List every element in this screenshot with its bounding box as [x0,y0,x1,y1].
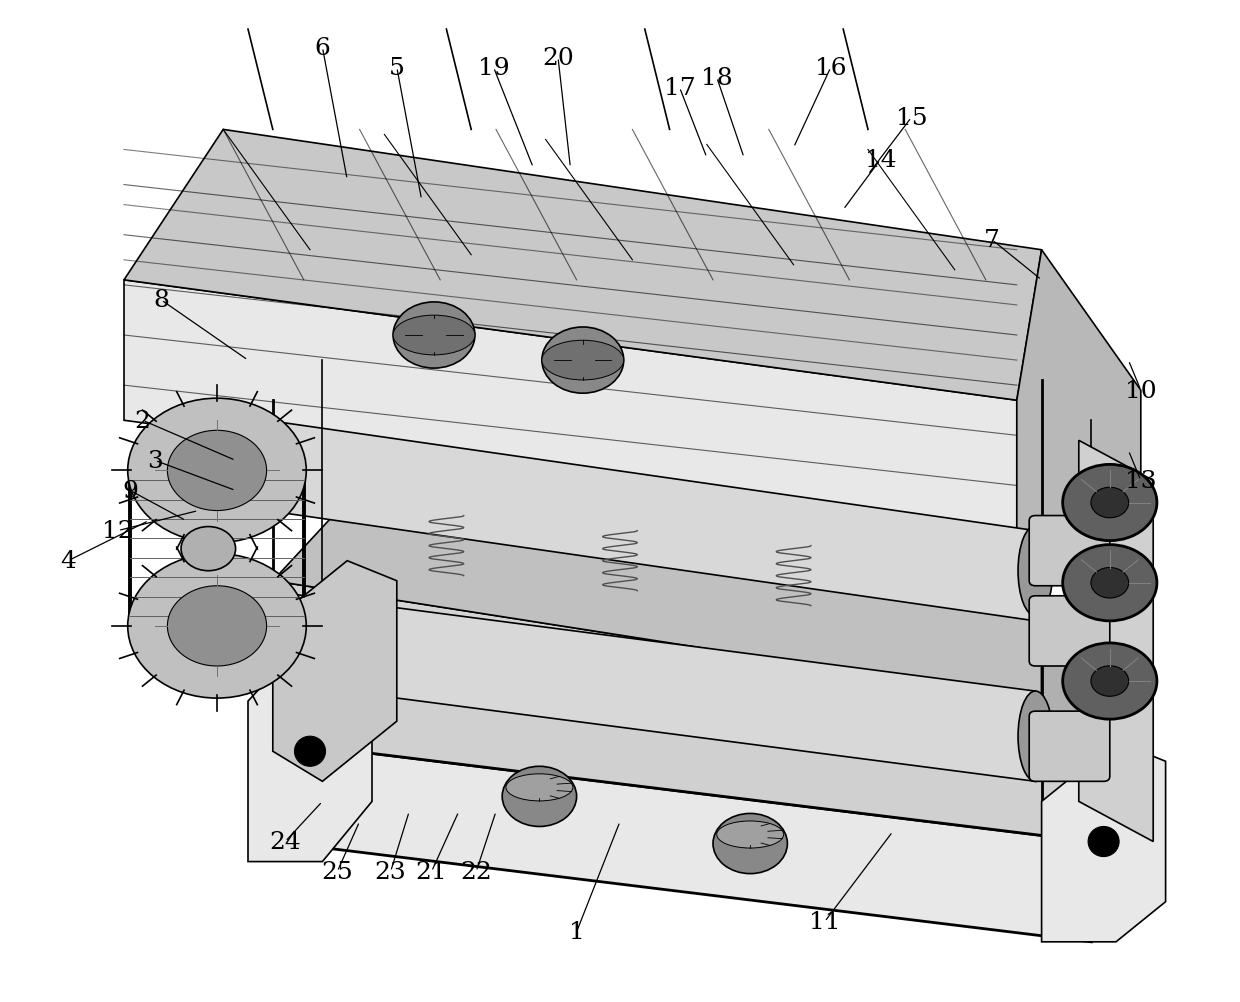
Text: 21: 21 [415,861,448,883]
Text: 22: 22 [460,861,492,883]
Ellipse shape [295,736,325,767]
Polygon shape [1042,601,1116,842]
Text: 25: 25 [321,861,353,883]
FancyBboxPatch shape [1029,711,1110,782]
Text: 16: 16 [815,57,847,79]
Ellipse shape [249,591,284,681]
Polygon shape [273,581,1042,802]
Text: 18: 18 [701,67,733,89]
Polygon shape [273,661,1091,842]
Polygon shape [273,561,397,782]
Ellipse shape [542,341,624,381]
Polygon shape [1017,250,1141,541]
Circle shape [128,554,306,698]
Text: 8: 8 [154,290,169,312]
Circle shape [128,399,306,543]
Text: 9: 9 [123,480,138,502]
Text: 2: 2 [135,410,150,432]
Text: 6: 6 [315,37,330,59]
Text: 10: 10 [1125,380,1157,402]
Circle shape [502,767,577,827]
Ellipse shape [717,821,784,848]
Circle shape [1091,666,1128,696]
FancyBboxPatch shape [1029,596,1110,666]
Circle shape [1091,568,1128,598]
Polygon shape [1079,441,1153,842]
FancyBboxPatch shape [1029,516,1110,586]
Circle shape [1063,643,1157,719]
Text: 11: 11 [808,911,841,933]
Text: 23: 23 [374,861,407,883]
Polygon shape [267,591,1035,782]
Text: 20: 20 [542,47,574,69]
Text: 17: 17 [663,77,696,99]
Circle shape [1063,545,1157,621]
Text: 5: 5 [389,57,404,79]
Polygon shape [273,741,1091,942]
Text: 7: 7 [985,229,999,252]
Ellipse shape [506,774,573,802]
Polygon shape [124,130,1042,401]
Text: 24: 24 [269,831,301,853]
Circle shape [167,586,267,666]
Circle shape [167,431,267,511]
Ellipse shape [249,421,284,511]
Polygon shape [273,501,1042,701]
Text: 15: 15 [895,107,928,129]
Polygon shape [248,621,372,862]
Ellipse shape [1018,526,1053,616]
Circle shape [181,527,236,571]
Circle shape [1063,465,1157,541]
Text: 12: 12 [102,520,134,542]
Text: 13: 13 [1125,470,1157,492]
Text: 4: 4 [61,550,76,572]
Circle shape [542,328,624,394]
Ellipse shape [1018,691,1053,782]
Text: 3: 3 [148,450,162,472]
Polygon shape [124,281,1017,541]
Polygon shape [267,421,1035,621]
Polygon shape [1042,741,1166,942]
Text: 14: 14 [864,149,897,171]
Circle shape [393,303,475,369]
Circle shape [1091,488,1128,518]
Text: 19: 19 [477,57,510,79]
Ellipse shape [1089,827,1118,857]
Circle shape [713,814,787,874]
Ellipse shape [393,316,475,356]
Text: 1: 1 [569,921,584,943]
